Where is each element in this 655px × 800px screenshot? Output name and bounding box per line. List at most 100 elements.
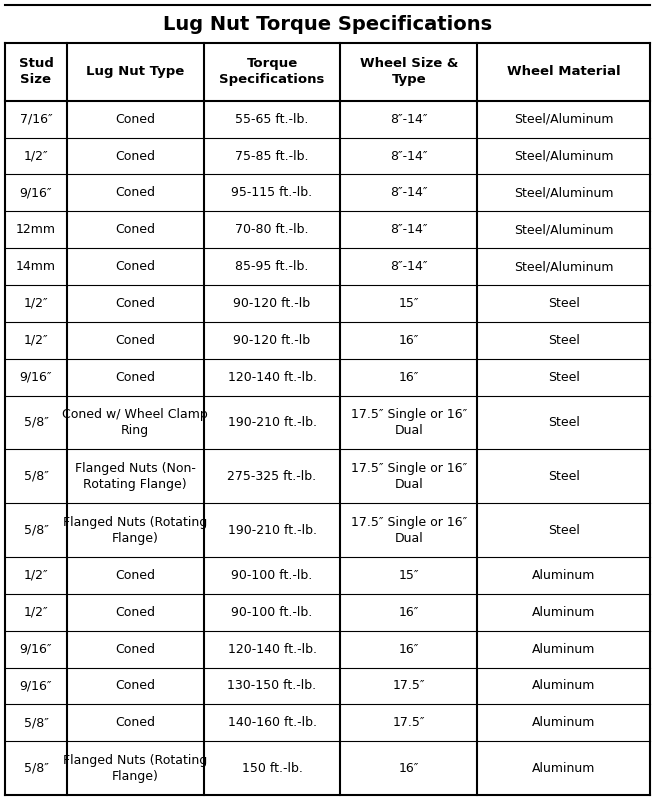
Text: Wheel Material: Wheel Material [507, 66, 620, 78]
Text: 90-100 ft.-lb.: 90-100 ft.-lb. [231, 606, 312, 618]
Text: Coned: Coned [115, 334, 155, 347]
Text: Steel: Steel [548, 297, 580, 310]
Text: Steel/Aluminum: Steel/Aluminum [514, 150, 613, 162]
Text: Aluminum: Aluminum [532, 679, 595, 693]
Text: 55-65 ft.-lb.: 55-65 ft.-lb. [235, 113, 309, 126]
Text: Steel/Aluminum: Steel/Aluminum [514, 186, 613, 199]
Bar [5, 594, 650, 630]
Text: 1/2″: 1/2″ [24, 297, 48, 310]
Bar [5, 742, 650, 795]
Text: 8″-14″: 8″-14″ [390, 223, 428, 236]
Text: 1/2″: 1/2″ [24, 334, 48, 347]
Text: Flanged Nuts (Rotating
Flange): Flanged Nuts (Rotating Flange) [63, 754, 208, 782]
Text: Coned: Coned [115, 260, 155, 273]
Text: 90-100 ft.-lb.: 90-100 ft.-lb. [231, 569, 312, 582]
Text: 1/2″: 1/2″ [24, 606, 48, 618]
Text: 1/2″: 1/2″ [24, 150, 48, 162]
Bar [5, 630, 650, 667]
Text: 16″: 16″ [399, 762, 419, 774]
Text: 95-115 ft.-lb.: 95-115 ft.-lb. [231, 186, 312, 199]
Text: 75-85 ft.-lb.: 75-85 ft.-lb. [235, 150, 309, 162]
Text: 15″: 15″ [398, 569, 419, 582]
Text: 9/16″: 9/16″ [20, 370, 52, 384]
Text: 1/2″: 1/2″ [24, 569, 48, 582]
Bar [5, 704, 650, 742]
Text: 9/16″: 9/16″ [20, 642, 52, 655]
Text: Stud
Size: Stud Size [18, 58, 54, 86]
Text: Coned: Coned [115, 606, 155, 618]
Bar [5, 211, 650, 248]
Text: 130-150 ft.-lb.: 130-150 ft.-lb. [227, 679, 316, 693]
Text: Flanged Nuts (Rotating
Flange): Flanged Nuts (Rotating Flange) [63, 515, 208, 545]
Text: Steel/Aluminum: Steel/Aluminum [514, 260, 613, 273]
Text: Steel: Steel [548, 416, 580, 429]
Bar [5, 557, 650, 594]
Text: Coned: Coned [115, 186, 155, 199]
Text: Aluminum: Aluminum [532, 642, 595, 655]
Text: 5/8″: 5/8″ [24, 470, 48, 482]
Text: 5/8″: 5/8″ [24, 416, 48, 429]
Text: Steel: Steel [548, 334, 580, 347]
Text: Steel/Aluminum: Steel/Aluminum [514, 113, 613, 126]
Text: 5/8″: 5/8″ [24, 716, 48, 730]
Text: 17.5″: 17.5″ [392, 716, 425, 730]
Text: 8″-14″: 8″-14″ [390, 186, 428, 199]
Bar [5, 358, 650, 395]
Text: 14mm: 14mm [16, 260, 56, 273]
Text: Coned: Coned [115, 569, 155, 582]
Text: Aluminum: Aluminum [532, 716, 595, 730]
Text: Aluminum: Aluminum [532, 762, 595, 774]
Text: 85-95 ft.-lb.: 85-95 ft.-lb. [235, 260, 309, 273]
Bar [5, 43, 650, 101]
Text: 16″: 16″ [399, 606, 419, 618]
Text: 150 ft.-lb.: 150 ft.-lb. [242, 762, 303, 774]
Text: Coned: Coned [115, 679, 155, 693]
Text: 70-80 ft.-lb.: 70-80 ft.-lb. [235, 223, 309, 236]
Text: Aluminum: Aluminum [532, 606, 595, 618]
Text: 275-325 ft.-lb.: 275-325 ft.-lb. [227, 470, 316, 482]
Text: 120-140 ft.-lb.: 120-140 ft.-lb. [227, 370, 316, 384]
Text: 5/8″: 5/8″ [24, 762, 48, 774]
Text: 15″: 15″ [398, 297, 419, 310]
Bar [5, 174, 650, 211]
Text: Coned w/ Wheel Clamp
Ring: Coned w/ Wheel Clamp Ring [62, 408, 208, 437]
Bar [5, 395, 650, 450]
Text: 140-160 ft.-lb.: 140-160 ft.-lb. [227, 716, 316, 730]
Text: 17.5″: 17.5″ [392, 679, 425, 693]
Bar [5, 285, 650, 322]
Text: 90-120 ft.-lb: 90-120 ft.-lb [233, 334, 310, 347]
Text: 90-120 ft.-lb: 90-120 ft.-lb [233, 297, 310, 310]
Bar [5, 667, 650, 704]
Text: 8″-14″: 8″-14″ [390, 150, 428, 162]
Text: Steel/Aluminum: Steel/Aluminum [514, 223, 613, 236]
Text: 190-210 ft.-lb.: 190-210 ft.-lb. [227, 523, 316, 537]
Text: Wheel Size &
Type: Wheel Size & Type [360, 58, 458, 86]
Text: Coned: Coned [115, 150, 155, 162]
Text: 17.5″ Single or 16″
Dual: 17.5″ Single or 16″ Dual [350, 408, 467, 437]
Text: Steel: Steel [548, 370, 580, 384]
Text: Lug Nut Torque Specifications: Lug Nut Torque Specifications [163, 14, 492, 34]
Text: Coned: Coned [115, 297, 155, 310]
Text: Flanged Nuts (Non-
Rotating Flange): Flanged Nuts (Non- Rotating Flange) [75, 462, 196, 490]
Text: 16″: 16″ [399, 334, 419, 347]
Bar [5, 248, 650, 285]
Text: Coned: Coned [115, 223, 155, 236]
Text: 7/16″: 7/16″ [20, 113, 52, 126]
Text: Coned: Coned [115, 113, 155, 126]
Text: 8″-14″: 8″-14″ [390, 113, 428, 126]
Bar [5, 138, 650, 174]
Text: 16″: 16″ [399, 370, 419, 384]
Text: 17.5″ Single or 16″
Dual: 17.5″ Single or 16″ Dual [350, 515, 467, 545]
Text: Torque
Specifications: Torque Specifications [219, 58, 325, 86]
Bar [5, 322, 650, 358]
Text: 16″: 16″ [399, 642, 419, 655]
Bar [5, 450, 650, 503]
Text: 9/16″: 9/16″ [20, 679, 52, 693]
Text: 120-140 ft.-lb.: 120-140 ft.-lb. [227, 642, 316, 655]
Text: Coned: Coned [115, 642, 155, 655]
Text: Steel: Steel [548, 470, 580, 482]
Text: Coned: Coned [115, 370, 155, 384]
Text: 8″-14″: 8″-14″ [390, 260, 428, 273]
Bar [5, 101, 650, 138]
Text: 17.5″ Single or 16″
Dual: 17.5″ Single or 16″ Dual [350, 462, 467, 490]
